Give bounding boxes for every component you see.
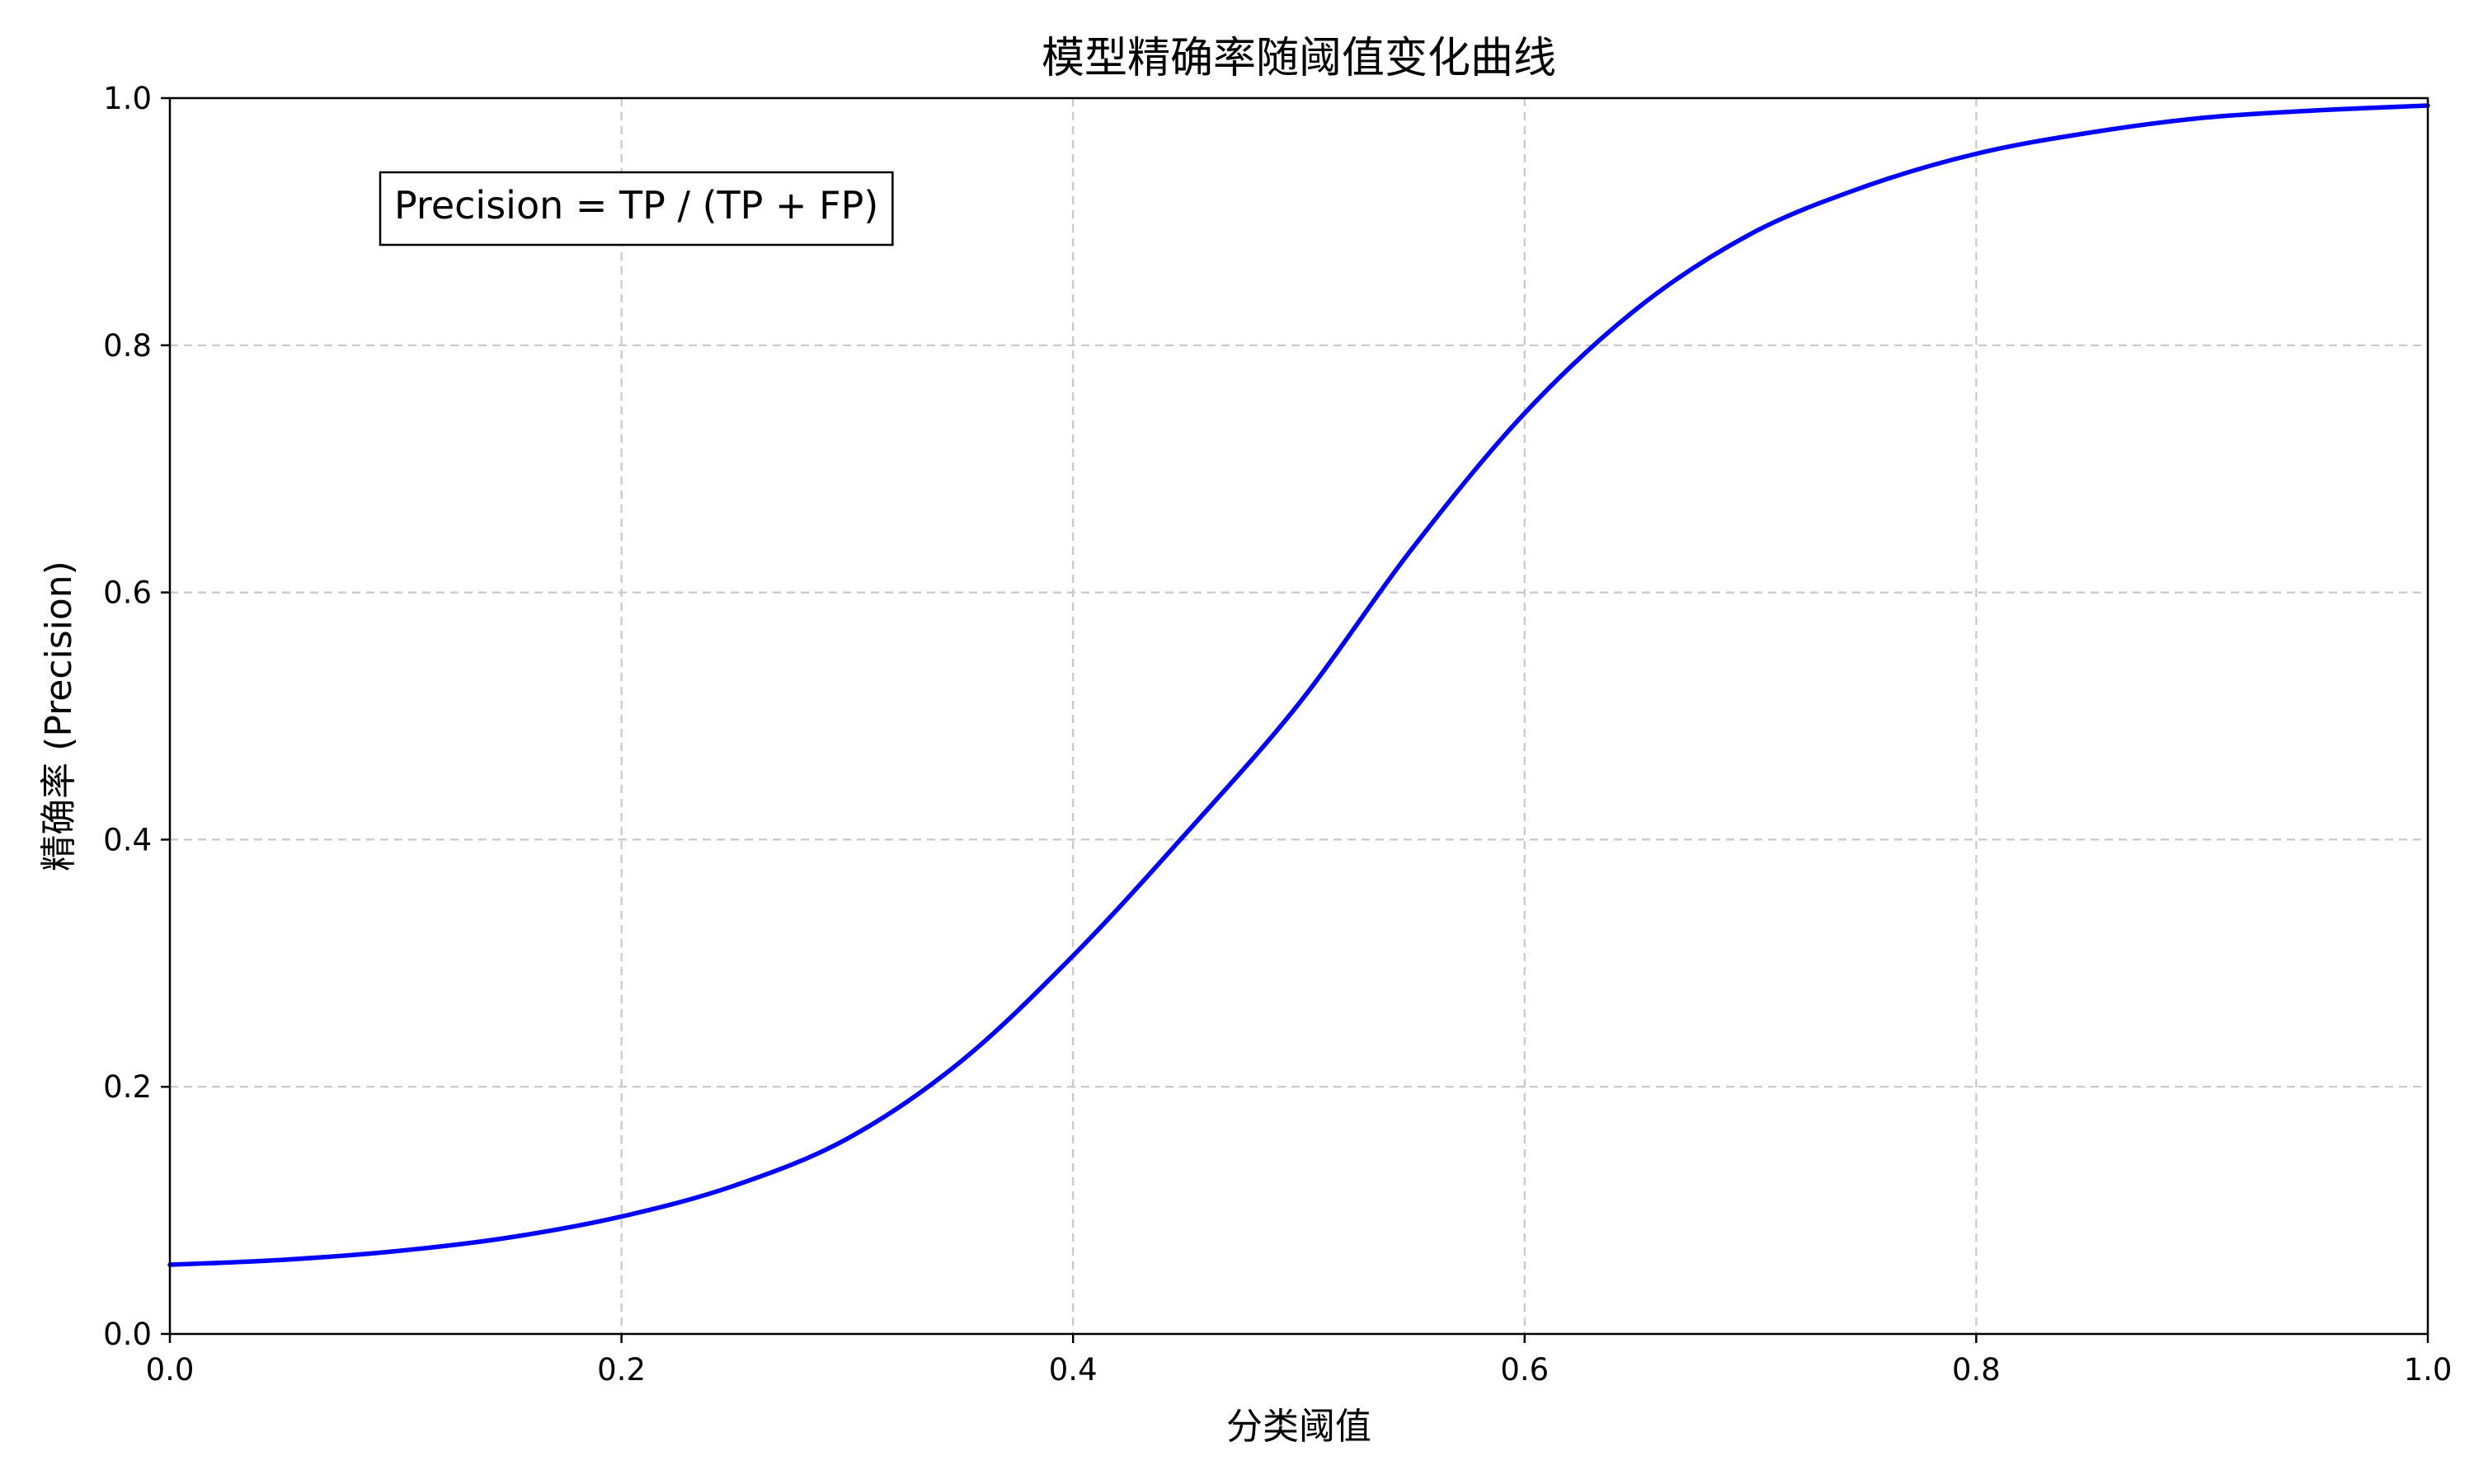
y-tick-label: 1.0 (103, 81, 152, 116)
y-tick-label: 0.6 (103, 575, 152, 611)
formula-annotation: Precision = TP / (TP + FP) (379, 171, 894, 247)
series-layer (167, 103, 2430, 1267)
x-tick-label: 0.8 (1952, 1352, 2001, 1388)
y-axis-title: 精确率 (Precision) (38, 561, 80, 871)
y-tick-label: 0.4 (103, 822, 152, 857)
y-tick-label: 0.8 (103, 328, 152, 364)
chart-title: 模型精确率随阈值变化曲线 (1042, 34, 1556, 83)
y-tick-label: 0.2 (103, 1069, 152, 1105)
x-tick-label: 0.4 (1049, 1352, 1098, 1388)
axis-ticks: 0.0 0.2 0.4 0.6 0.8 1.0 0.0 0.2 0.4 0.6 0.8 1.0 (103, 81, 2452, 1388)
plot-frame (168, 96, 2429, 1336)
precision-curve (167, 103, 2430, 1267)
grid (170, 98, 2428, 1334)
x-tick-label: 0.0 (146, 1352, 195, 1388)
annotation-text: Precision = TP / (TP + FP) (394, 183, 878, 228)
x-axis-title: 分类阈值 (1226, 1406, 1371, 1448)
x-tick-label: 1.0 (2404, 1352, 2453, 1388)
y-tick-label: 0.0 (103, 1317, 152, 1352)
x-tick-label: 0.6 (1500, 1352, 1549, 1388)
annotation-box (379, 171, 894, 247)
x-tick-label: 0.2 (597, 1352, 646, 1388)
